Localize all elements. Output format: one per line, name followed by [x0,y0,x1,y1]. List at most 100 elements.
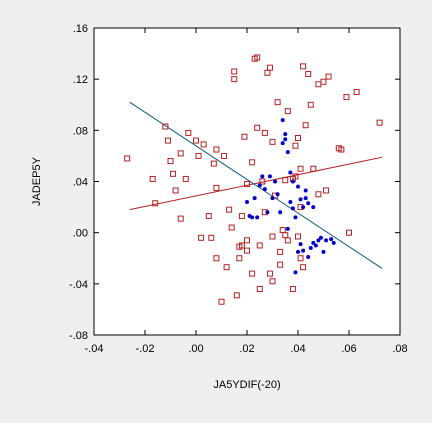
scatter-point-square [223,264,230,271]
scatter-point-square [170,170,177,177]
x-tick-label: .00 [188,343,203,355]
scatter-point-square [256,285,263,292]
y-tick-label: -.04 [69,279,88,291]
scatter-point-square [307,101,314,108]
x-axis-label: JA5YDIF(-20) [213,379,280,391]
scatter-point-square [297,165,304,172]
scatter-point-dot [298,242,303,247]
scatter-point-square [244,247,250,254]
scatter-point-square [210,160,217,167]
scatter-point-dot [293,215,298,220]
scatter-point-dot [275,192,280,197]
axes: -.04 -.02.00.02.04.06.08-.08-.04.00.04.08… [69,23,408,355]
scatter-point-square [193,137,199,144]
scatter-point-square [249,270,256,277]
scatter-point-square [213,146,220,153]
scatter-point-square [213,184,220,191]
scatter-point-dot [273,179,278,184]
regression-line [129,101,383,269]
x-tick-label: .02 [239,343,254,355]
scatter-point-square [302,122,309,129]
scatter-point-dot [329,237,334,242]
scatter-point-square [244,181,250,188]
y-tick-label: -.08 [69,330,88,342]
scatter-point-square [177,215,184,222]
scatter-point-dot [245,199,249,204]
x-tick-label: .08 [392,343,407,355]
scatter-point-dot [316,238,321,243]
scatter-point-square [231,76,238,83]
scatter-point-square [338,146,345,153]
scatter-point-dot [311,240,316,245]
scatter-point-square [284,237,291,244]
scatter-point-dot [250,215,255,220]
scatter-point-square [266,270,273,277]
scatter-point-dot [306,201,311,206]
scatter-point-square [310,165,317,172]
scatter-point-dot [278,210,283,215]
scatter-point-dot [318,235,323,240]
scatter-point-dot [257,183,262,188]
scatter-point-dot [324,238,329,243]
scatter-point-square [282,177,289,184]
scatter-point-dot [290,206,295,211]
scatter-point-square [236,255,243,262]
scatter-point-square [164,137,171,144]
scatter-point-dot [313,243,318,248]
scatter-point-square [152,200,159,207]
scatter-point-square [323,187,330,194]
y-tick-label: .12 [73,74,88,86]
scatter-point-square [198,234,205,241]
scatter-point-square [269,138,276,145]
scatter-point-square [249,159,256,166]
scatter-point-dot [260,174,265,179]
scatter-point-dot [306,254,311,259]
scatter-point-dot [303,196,308,201]
scatter-point-square [289,285,296,292]
scatter-point-square [228,224,235,231]
scatter-point-dot [288,199,293,204]
scatter-point-dot [293,270,298,275]
scatter-point-square [277,261,284,268]
scatter-point-square [182,175,189,182]
scatter-point-dot [267,174,272,179]
scatter-point-dot [303,188,308,193]
scatter-point-dot [301,248,306,253]
scatter-point-square [162,123,169,130]
scatter-point-dot [296,249,300,254]
scatter-point-square [177,150,184,157]
scatter-point-square [208,234,215,241]
scatter-point-square [200,141,207,148]
scatter-point-square [295,233,301,240]
scatter-point-square [205,213,212,220]
scatter-point-dot [252,196,257,201]
y-axis-label: JADEP5Y [31,156,43,206]
scatter-point-square [269,233,276,240]
scatter-point-square [195,152,202,159]
scatter-point-square [221,152,228,159]
scatter-point-square [254,54,261,61]
x-tick-label: .06 [341,343,356,355]
scatter-point-square [284,108,291,115]
y-tick-label: .08 [73,125,88,137]
scatter-point-square [241,133,248,140]
scatter-point-square [261,129,268,136]
scatter-point-dot [262,187,267,192]
scatter-point-square [254,124,261,131]
scatter-point-square [343,94,350,101]
scatter-point-square [300,63,307,70]
x-tick-label: .04 [290,343,305,355]
scatter-point-dot [283,132,288,137]
scatter-point-square [172,187,179,194]
scatter-point-square [233,292,240,299]
scatter-point-dot [255,215,260,220]
scatter-point-square [226,206,233,213]
scatter-point-square [376,119,383,126]
scatter-point-square [315,191,322,198]
scatter-point-dot [288,170,293,175]
scatter-point-dot [298,197,303,202]
scatter-point-square [269,278,276,285]
scatter-point-square [238,213,245,220]
data-points [124,54,383,305]
